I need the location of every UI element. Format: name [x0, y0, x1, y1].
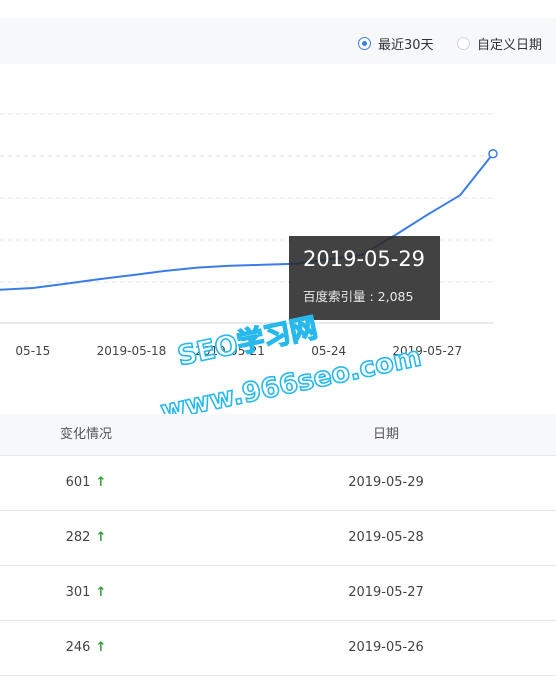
table-row: 282 ↑ 2019-05-28 — [0, 511, 556, 566]
date-cell: 2019-05-26 — [348, 640, 424, 655]
date-cell: 2019-05-28 — [348, 530, 424, 545]
header-change: 变化情况 — [59, 427, 112, 442]
change-cell: 282 ↑ — [0, 511, 172, 565]
x-tick-label: 05-15 — [15, 344, 50, 358]
date-cell: 2019-05-29 — [348, 475, 424, 490]
x-tick-label: 05-24 — [311, 344, 346, 358]
index-table: 变化情况 日期 601 ↑ 2019-05-29 282 ↑ 2019-05-28 301 ↑… — [0, 414, 556, 676]
change-value: 601 — [65, 475, 91, 490]
radio-label: 自定义日期 — [477, 38, 543, 53]
x-tick-label: 2019-05-21 — [195, 344, 265, 358]
radio-selected-icon — [358, 37, 371, 50]
table-body: 601 ↑ 2019-05-29 282 ↑ 2019-05-28 301 ↑ 2019-05-… — [0, 456, 556, 676]
header-date: 日期 — [372, 427, 399, 442]
up-arrow-icon: ↑ — [95, 475, 107, 490]
radio-custom-date[interactable]: 自定义日期 — [457, 34, 542, 53]
table-row: 301 ↑ 2019-05-27 — [0, 566, 556, 621]
change-value: 246 — [65, 640, 91, 655]
chart-tooltip: 2019-05-29 百度索引量 : 2,085 — [289, 236, 440, 320]
date-cell: 2019-05-27 — [348, 585, 424, 600]
change-value: 282 — [65, 530, 91, 545]
change-cell: 601 ↑ — [0, 456, 172, 510]
table-row: 246 ↑ 2019-05-26 — [0, 621, 556, 676]
change-cell: 301 ↑ — [0, 566, 172, 620]
change-cell: 246 ↑ — [0, 621, 172, 675]
series-line — [0, 153, 494, 291]
index-trend-chart: 05-15 2019-05-18 2019-05-21 05-24 2019-05-27 — [0, 113, 498, 358]
up-arrow-icon: ↑ — [95, 530, 107, 545]
highlight-point[interactable] — [488, 148, 498, 159]
change-value: 301 — [65, 585, 91, 600]
radio-last-30-days[interactable]: 最近30天 — [358, 34, 434, 53]
date-filter-bar: 最近30天 自定义日期 — [0, 18, 556, 64]
radio-unselected-icon — [457, 37, 470, 50]
up-arrow-icon: ↑ — [95, 585, 107, 600]
tooltip-date: 2019-05-29 — [303, 247, 426, 271]
tooltip-value: 百度索引量 : 2,085 — [303, 289, 414, 304]
radio-label: 最近30天 — [378, 38, 434, 53]
table-row: 601 ↑ 2019-05-29 — [0, 456, 556, 511]
up-arrow-icon: ↑ — [95, 640, 107, 655]
x-tick-label: 2019-05-18 — [97, 344, 167, 358]
x-tick-label: 2019-05-27 — [392, 344, 462, 358]
table-header: 变化情况 日期 — [0, 414, 556, 456]
